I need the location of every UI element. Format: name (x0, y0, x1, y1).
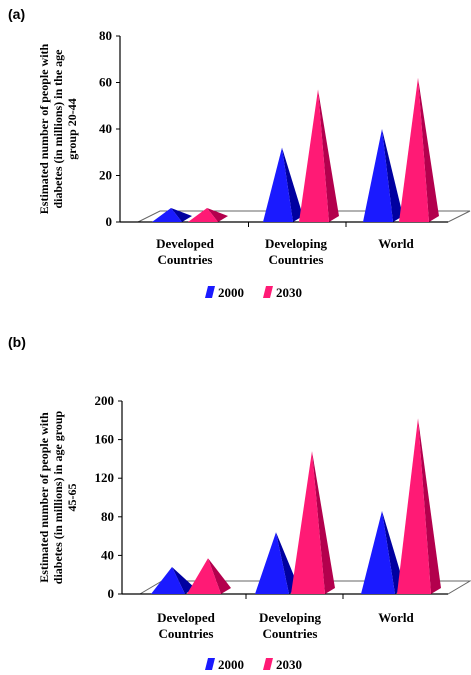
x-tick-label: Countries (269, 252, 324, 267)
bar-2030 (187, 558, 221, 594)
bar-2000 (263, 147, 293, 222)
bar-2030 (397, 418, 431, 594)
x-tick-label: Developed (157, 610, 216, 625)
legend: 2000 2030 (205, 285, 302, 300)
legend-swatch-2000 (205, 658, 215, 670)
y-axis-label-line: group 20-44 (65, 98, 79, 159)
bar-2030-side (318, 89, 339, 222)
legend-swatch-2030 (263, 658, 273, 670)
y-tick-label: 200 (95, 393, 115, 408)
y-axis-label-line: 45-65 (65, 484, 79, 512)
x-tick-label: World (378, 610, 414, 625)
x-tick-label: Developing (265, 236, 328, 251)
legend-label-2000: 2000 (218, 285, 244, 300)
x-tick-label: Developing (259, 610, 322, 625)
y-axis-label: Estimated number of people withdiabetes … (37, 43, 79, 214)
panel-label-a: (a) (8, 6, 26, 22)
y-tick-label: 40 (101, 547, 114, 562)
y-tick-label: 160 (95, 432, 115, 447)
y-tick-label: 0 (106, 214, 113, 229)
legend-swatch-2030 (263, 286, 273, 298)
bar-2030-side (418, 77, 439, 222)
y-tick-label: 60 (99, 75, 112, 90)
bar-2000 (363, 129, 393, 222)
bar-2000 (152, 208, 182, 222)
y-axis-label: Estimated number of people withdiabetes … (37, 410, 79, 584)
x-tick-label: Countries (263, 626, 318, 641)
x-tick-label: Countries (158, 252, 213, 267)
bar-2030 (188, 208, 218, 222)
bar-2000-side (172, 566, 195, 594)
legend-label-2000: 2000 (218, 657, 244, 672)
bar-2030-side (208, 558, 231, 594)
bar-2030-side (312, 451, 335, 594)
bar-2000-side (382, 511, 405, 594)
x-tick-label: Countries (159, 626, 214, 641)
bar-2030 (299, 89, 329, 222)
chart-a: 020406080DevelopedCountriesDevelopingCou… (37, 28, 471, 300)
chart-b: 04080120160200DevelopedCountriesDevelopi… (37, 393, 471, 672)
legend-label-2030: 2030 (276, 657, 302, 672)
y-tick-label: 120 (95, 470, 115, 485)
y-tick-label: 80 (99, 28, 112, 43)
y-tick-label: 80 (101, 509, 114, 524)
legend-label-2030: 2030 (276, 285, 302, 300)
bar-2030-side (418, 418, 441, 594)
y-axis-label-line: Estimated number of people with (37, 412, 51, 583)
y-tick-label: 20 (99, 168, 112, 183)
panel-label-b: (b) (8, 334, 26, 350)
bar-2000-side (382, 129, 403, 222)
bar-2000 (151, 566, 185, 594)
legend-swatch-2000 (205, 286, 215, 298)
bar-2000 (361, 511, 395, 594)
bar-2000-side (276, 532, 299, 594)
bar-2000 (255, 532, 289, 594)
y-tick-label: 40 (99, 121, 112, 136)
legend: 2000 2030 (205, 657, 302, 672)
y-axis-label-line: diabetes (in millions) in the age (51, 49, 65, 209)
bar-2030 (399, 77, 429, 222)
y-axis-label-line: diabetes (in millions) in age group (51, 410, 65, 584)
bar-2000-side (282, 147, 303, 222)
x-tick-label: World (378, 236, 414, 251)
bar-2030 (291, 451, 325, 594)
bar-2000-side (171, 208, 192, 222)
x-tick-label: Developed (156, 236, 215, 251)
y-tick-label: 0 (108, 586, 115, 601)
bar-2030-side (207, 208, 228, 222)
y-axis-label-line: Estimated number of people with (37, 43, 51, 214)
